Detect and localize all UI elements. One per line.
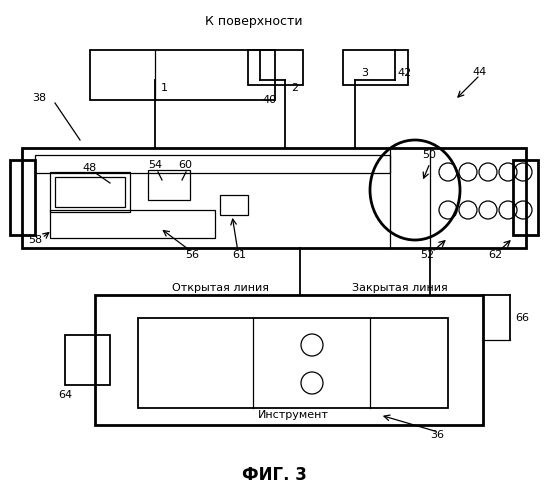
Text: 66: 66	[515, 313, 529, 323]
Text: 44: 44	[472, 67, 486, 77]
Text: 36: 36	[430, 430, 444, 440]
Text: 56: 56	[185, 250, 199, 260]
Text: 2: 2	[291, 83, 298, 93]
Bar	[65, 335, 110, 385]
Text: 64: 64	[58, 390, 72, 400]
Text: ФИГ. 3: ФИГ. 3	[242, 466, 306, 484]
Text: 48: 48	[82, 163, 96, 173]
Bar	[248, 50, 303, 85]
Text: 1: 1	[161, 83, 168, 93]
Text: 60: 60	[178, 160, 192, 170]
Bar	[90, 50, 275, 100]
Bar	[148, 170, 190, 200]
Text: 40: 40	[262, 95, 276, 105]
Text: 54: 54	[148, 160, 162, 170]
Bar	[50, 210, 215, 238]
Text: 50: 50	[422, 150, 436, 160]
Text: К поверхности: К поверхности	[206, 16, 302, 28]
Text: 58: 58	[28, 235, 42, 245]
Text: Инструмент: Инструмент	[258, 410, 328, 420]
Bar	[55, 177, 125, 207]
Bar	[50, 172, 130, 212]
Bar	[220, 195, 248, 215]
Text: 62: 62	[488, 250, 502, 260]
Bar	[22, 148, 526, 248]
Text: 61: 61	[232, 250, 246, 260]
Bar	[513, 160, 538, 235]
Bar	[138, 318, 448, 408]
Text: 3: 3	[361, 68, 368, 78]
Text: 38: 38	[32, 93, 46, 103]
Text: Закрытая линия: Закрытая линия	[352, 283, 448, 293]
Bar	[95, 295, 483, 425]
Text: 42: 42	[397, 68, 411, 78]
Bar	[35, 155, 390, 173]
Bar	[343, 50, 408, 85]
Bar	[10, 160, 35, 235]
Text: Открытая линия: Открытая линия	[172, 283, 269, 293]
Text: 52: 52	[420, 250, 434, 260]
